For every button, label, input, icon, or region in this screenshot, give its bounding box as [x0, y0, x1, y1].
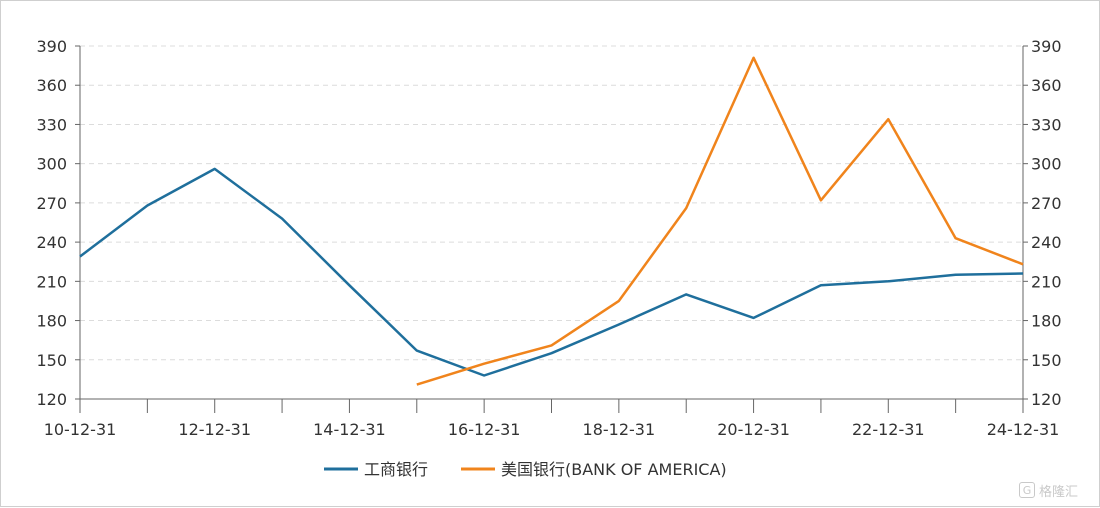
- y-tick-label-left: 210: [36, 272, 67, 291]
- y-tick-label-right: 270: [1031, 194, 1062, 213]
- x-tick-label: 20-12-31: [717, 420, 790, 439]
- x-tick-label: 18-12-31: [583, 420, 656, 439]
- x-tick-label: 14-12-31: [313, 420, 386, 439]
- x-tick-label: 22-12-31: [852, 420, 925, 439]
- y-tick-label-right: 180: [1031, 312, 1062, 331]
- y-tick-label-left: 390: [36, 37, 67, 56]
- legend-label-2: 美国银行(BANK OF AMERICA): [501, 460, 727, 479]
- watermark-logo-icon: G: [1019, 482, 1035, 498]
- y-tick-label-left: 150: [36, 351, 67, 370]
- y-tick-label-left: 120: [36, 390, 67, 409]
- x-tick-label: 10-12-31: [44, 420, 117, 439]
- y-tick-label-right: 240: [1031, 233, 1062, 252]
- y-tick-label-left: 270: [36, 194, 67, 213]
- y-tick-label-right: 390: [1031, 37, 1062, 56]
- y-tick-label-right: 150: [1031, 351, 1062, 370]
- y-tick-label-left: 300: [36, 155, 67, 174]
- watermark-text: 格隆汇: [1039, 484, 1079, 500]
- x-tick-label: 24-12-31: [987, 420, 1060, 439]
- y-tick-label-right: 330: [1031, 115, 1062, 134]
- y-tick-label-right: 120: [1031, 390, 1062, 409]
- x-tick-label: 16-12-31: [448, 420, 521, 439]
- y-tick-label-left: 330: [36, 115, 67, 134]
- y-tick-label-left: 240: [36, 233, 67, 252]
- y-tick-label-left: 360: [36, 76, 67, 95]
- series-line-2: [416, 56, 1024, 386]
- y-tick-label-right: 300: [1031, 155, 1062, 174]
- y-tick-label-left: 180: [36, 312, 67, 331]
- y-tick-label-right: 360: [1031, 76, 1062, 95]
- y-tick-label-right: 210: [1031, 272, 1062, 291]
- x-tick-label: 12-12-31: [178, 420, 251, 439]
- watermark: G 格隆汇: [1019, 480, 1089, 500]
- series-line-1: [79, 167, 1024, 377]
- legend-label-1: 工商银行: [364, 460, 428, 479]
